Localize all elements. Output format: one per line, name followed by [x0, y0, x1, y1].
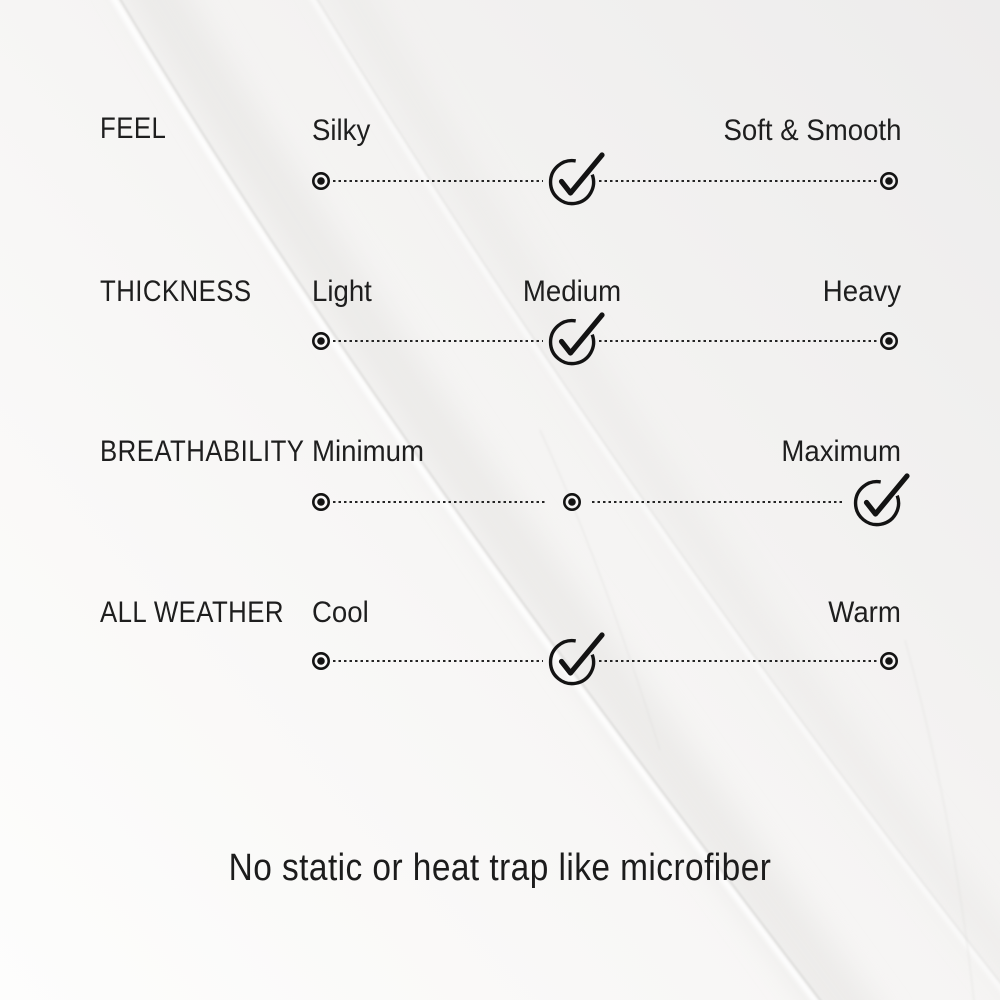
tagline-text: No static or heat trap like microfiber	[228, 847, 772, 889]
scale-right-label: Heavy	[822, 275, 901, 308]
dotted-scale-line	[333, 179, 543, 182]
check-circle-icon	[548, 312, 605, 366]
scale-left-label: Minimum	[312, 435, 424, 468]
scale-right-label: Soft & Smooth	[723, 114, 901, 147]
bullseye-dot-icon	[880, 652, 898, 670]
bullseye-dot-icon	[880, 172, 898, 190]
row-category-label: THICKNESS	[100, 275, 252, 308]
bullseye-dot-icon	[880, 332, 898, 350]
row-category-label: ALL WEATHER	[100, 596, 284, 629]
bullseye-dot-icon	[312, 493, 330, 511]
scale-right-label: Warm	[828, 596, 901, 629]
dotted-scale-line	[592, 500, 845, 503]
scale-right-label: Maximum	[781, 435, 901, 468]
check-circle-icon	[853, 473, 910, 527]
check-circle-icon	[548, 632, 605, 686]
scale-mid-label: Medium	[522, 275, 622, 308]
scale-left-label: Silky	[312, 114, 371, 147]
bullseye-dot-icon	[563, 493, 581, 511]
dotted-scale-line	[599, 659, 877, 662]
dotted-scale-line	[333, 659, 543, 662]
dotted-scale-line	[599, 179, 877, 182]
dotted-scale-line	[599, 339, 877, 342]
scale-left-label: Cool	[312, 596, 369, 629]
row-category-label: FEEL	[100, 112, 167, 145]
dotted-scale-line	[333, 500, 546, 503]
check-circle-icon	[548, 152, 605, 206]
bullseye-dot-icon	[312, 332, 330, 350]
scale-left-label: Light	[312, 275, 372, 308]
bullseye-dot-icon	[312, 172, 330, 190]
row-category-label: BREATHABILITY	[100, 435, 305, 468]
bullseye-dot-icon	[312, 652, 330, 670]
dotted-scale-line	[333, 339, 543, 342]
